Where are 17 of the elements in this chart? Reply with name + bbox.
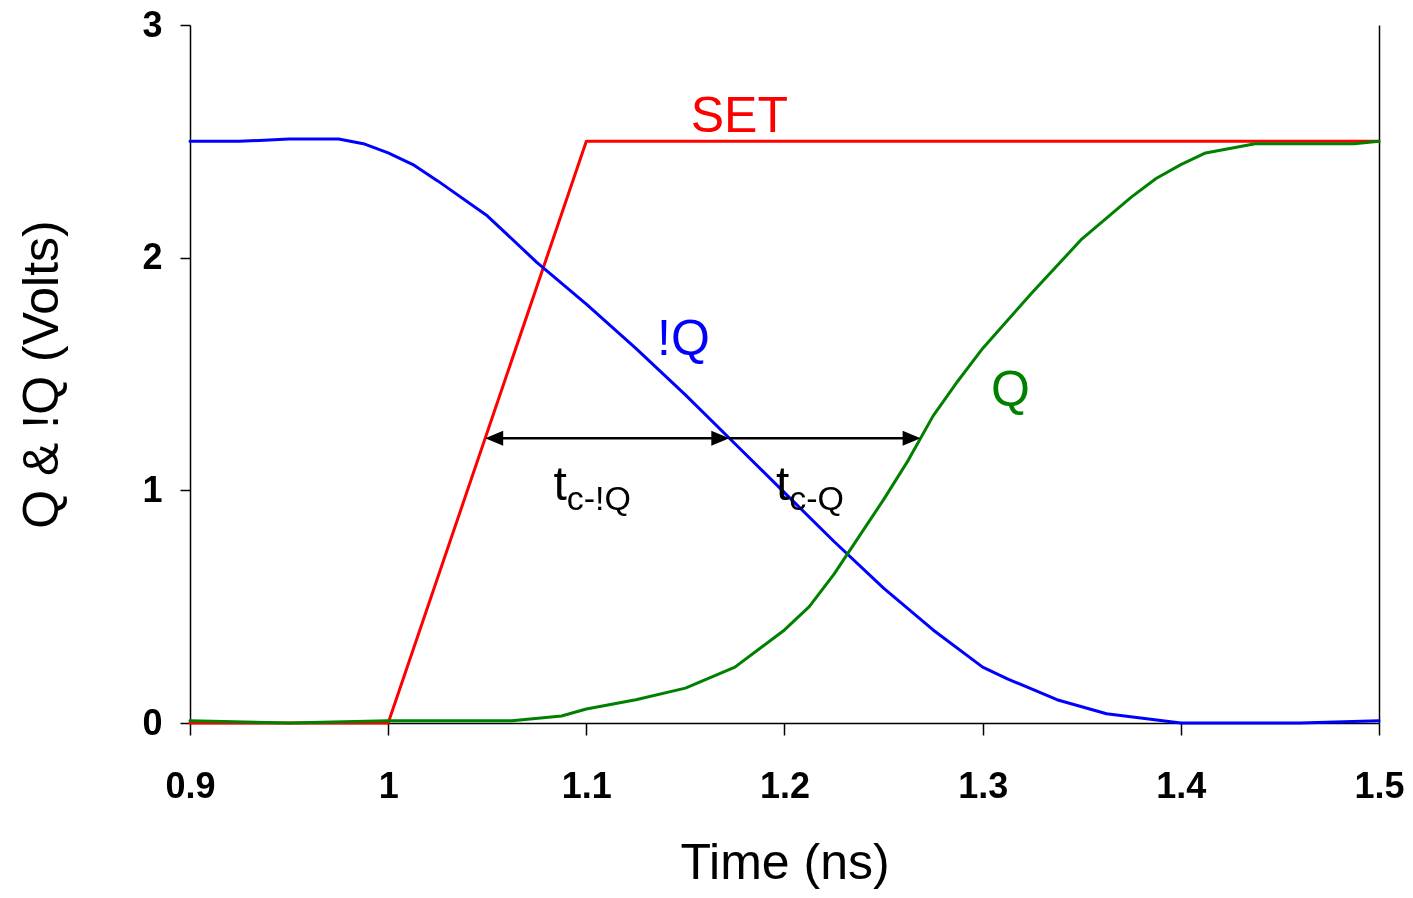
x-tick-label: 0.9 — [165, 764, 216, 806]
x-tick-label: 1.5 — [1354, 764, 1405, 806]
y-axis-title: Q & !Q (Volts) — [13, 220, 70, 529]
x-tick-label: 1.2 — [759, 764, 811, 806]
series-label: SET — [690, 87, 788, 144]
x-tick-label: 1 — [378, 764, 399, 806]
x-tick-label: 1.1 — [561, 764, 612, 806]
y-tick-label: 0 — [142, 701, 163, 743]
y-tick-label: 3 — [142, 3, 163, 45]
x-tick-label: 1.4 — [1156, 764, 1207, 806]
x-axis-title: Time (ns) — [680, 833, 890, 890]
x-tick-label: 1.3 — [958, 764, 1009, 806]
series-label: !Q — [657, 310, 710, 367]
annotation: t$_{c-!Q}$ — [553, 457, 632, 518]
y-tick-label: 1 — [142, 468, 163, 510]
series-label: Q — [990, 361, 1030, 418]
y-tick-label: 2 — [142, 236, 163, 278]
